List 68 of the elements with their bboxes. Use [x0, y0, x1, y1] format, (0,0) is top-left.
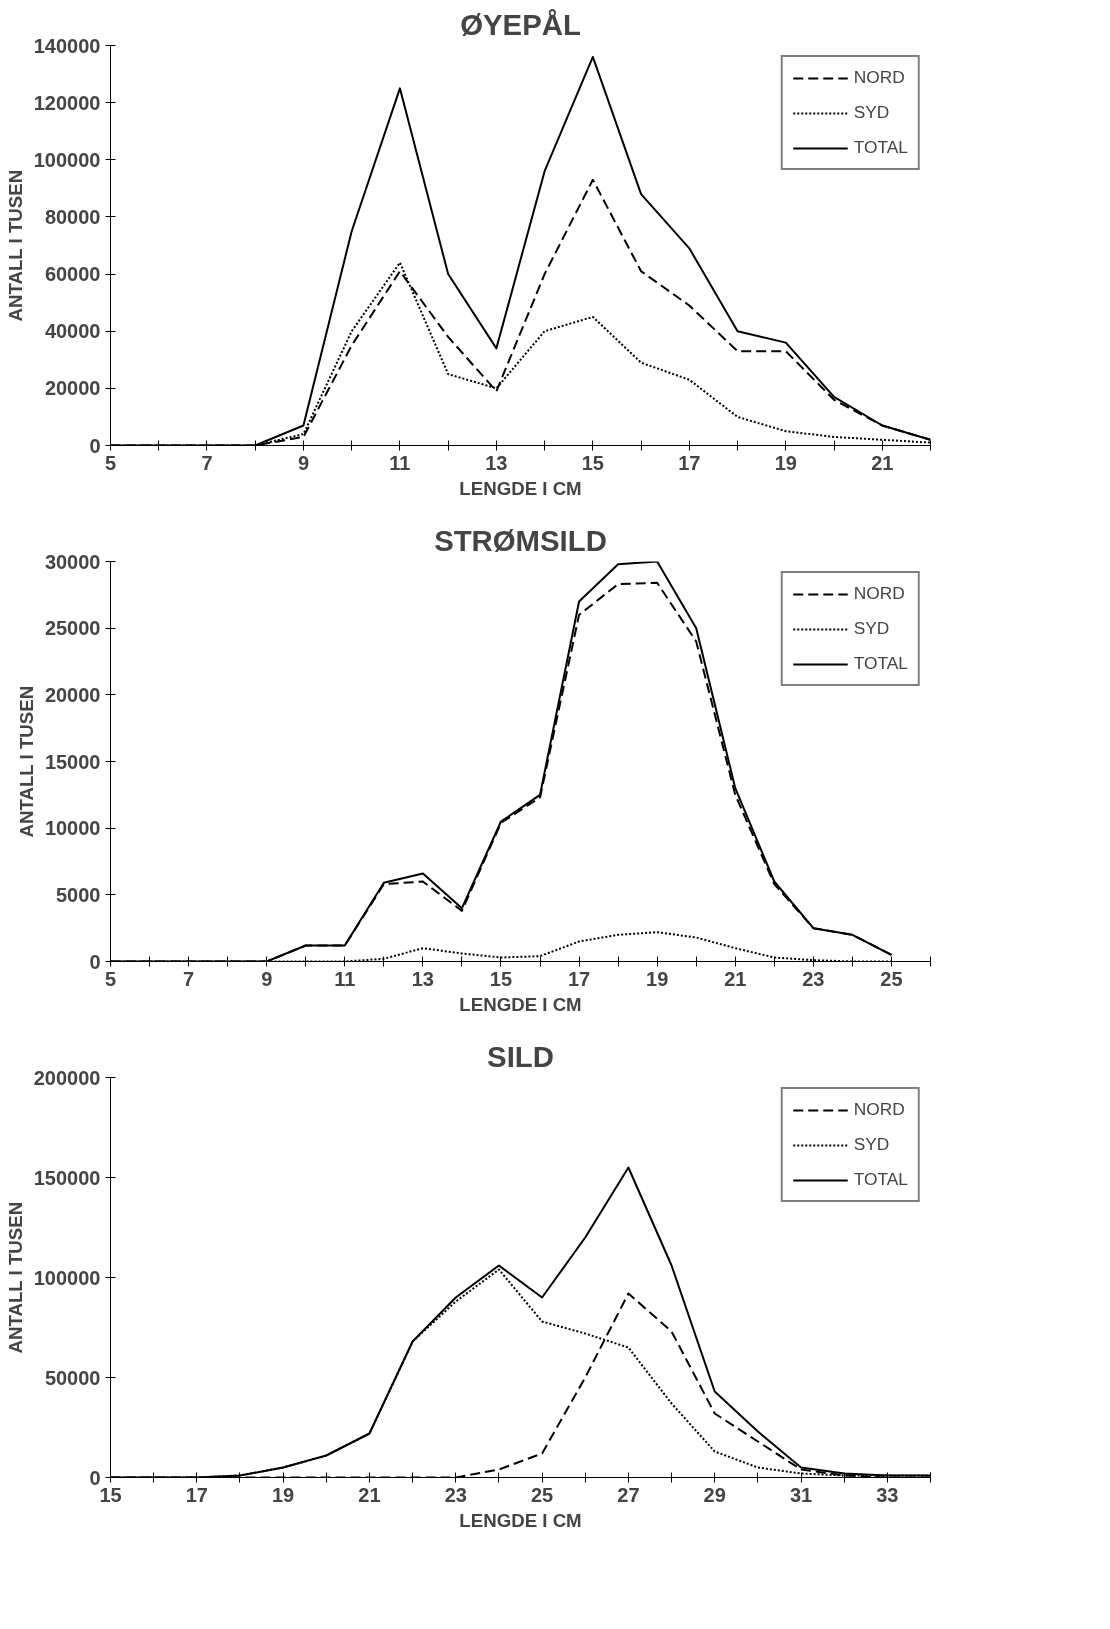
x-tick-label: 17 — [678, 451, 701, 474]
y-tick-label: 60000 — [44, 263, 101, 286]
x-tick-label: 21 — [871, 451, 894, 474]
x-tick-label: 27 — [617, 1483, 640, 1506]
chart-title: ØYEPÅL — [460, 7, 581, 41]
legend-label: SYD — [853, 102, 890, 123]
legend-label: NORD — [853, 1099, 905, 1120]
y-tick-label: 20000 — [44, 377, 101, 400]
y-tick-label: 150000 — [33, 1166, 101, 1189]
legend-label: TOTAL — [853, 653, 908, 674]
y-tick-label: 40000 — [44, 320, 101, 343]
y-tick-label: 20000 — [44, 683, 101, 706]
y-axis-title: ANTALL I TUSEN — [15, 685, 37, 838]
x-axis-title: LENGDE I CM — [459, 1509, 582, 1531]
legend-label: NORD — [853, 583, 905, 604]
y-tick-label: 140000 — [33, 34, 101, 57]
y-tick-label: 200000 — [33, 1066, 101, 1089]
y-tick-label: 25000 — [44, 617, 101, 640]
y-tick-label: 100000 — [33, 1266, 101, 1289]
x-axis-title: LENGDE I CM — [459, 993, 582, 1015]
x-tick-label: 17 — [185, 1483, 208, 1506]
y-tick-label: 100000 — [33, 148, 101, 171]
y-tick-label: 5000 — [56, 883, 101, 906]
y-tick-label: 50000 — [44, 1366, 101, 1389]
y-axis-title: ANTALL I TUSEN — [4, 1201, 26, 1354]
y-tick-label: 120000 — [33, 91, 101, 114]
x-tick-label: 9 — [261, 967, 273, 990]
x-tick-label: 23 — [802, 967, 825, 990]
y-tick-label: 0 — [89, 434, 101, 457]
x-tick-label: 15 — [489, 967, 513, 990]
legend-label: SYD — [853, 618, 890, 639]
chart-title: STRØMSILD — [434, 523, 607, 557]
x-tick-label: 13 — [411, 967, 435, 990]
x-tick-label: 17 — [567, 967, 591, 990]
x-tick-label: 11 — [334, 967, 356, 990]
x-tick-label: 29 — [703, 1483, 726, 1506]
y-axis-title: ANTALL I TUSEN — [4, 169, 26, 322]
y-tick-label: 10000 — [44, 817, 101, 840]
x-tick-label: 21 — [358, 1483, 381, 1506]
x-tick-label: 33 — [876, 1483, 899, 1506]
y-tick-label: 15000 — [44, 750, 101, 773]
x-tick-label: 25 — [880, 967, 903, 990]
x-tick-label: 5 — [104, 451, 117, 474]
x-tick-label: 19 — [646, 967, 669, 990]
legend-label: SYD — [853, 1134, 890, 1155]
y-tick-label: 30000 — [44, 550, 101, 573]
y-tick-label: 80000 — [44, 205, 101, 228]
chart-title: SILD — [487, 1039, 554, 1073]
legend-label: NORD — [853, 67, 905, 88]
x-tick-label: 25 — [530, 1483, 554, 1506]
x-tick-label: 13 — [485, 451, 508, 474]
x-tick-label: 11 — [389, 451, 411, 474]
x-axis-title: LENGDE I CM — [459, 477, 582, 499]
x-tick-label: 9 — [297, 451, 309, 474]
x-tick-label: 23 — [444, 1483, 467, 1506]
x-tick-label: 21 — [724, 967, 747, 990]
x-tick-label: 19 — [272, 1483, 295, 1506]
y-tick-label: 0 — [89, 1466, 101, 1489]
y-tick-label: 0 — [89, 950, 101, 973]
x-tick-label: 5 — [104, 967, 117, 990]
x-tick-label: 31 — [789, 1483, 813, 1506]
legend-label: TOTAL — [853, 1169, 908, 1190]
x-tick-label: 19 — [774, 451, 797, 474]
legend-label: TOTAL — [853, 137, 908, 158]
x-tick-label: 7 — [201, 451, 213, 474]
x-tick-label: 15 — [99, 1483, 122, 1506]
x-tick-label: 15 — [581, 451, 604, 474]
x-tick-label: 7 — [183, 967, 195, 990]
